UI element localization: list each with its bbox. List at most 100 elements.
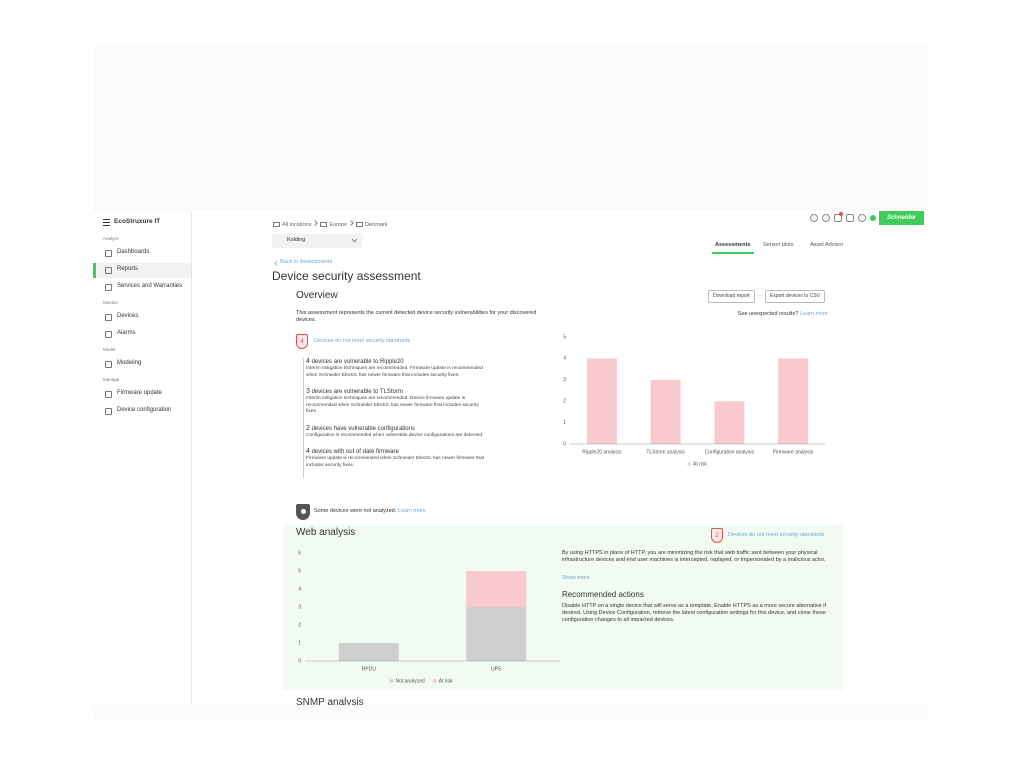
sidebar-icon bbox=[105, 250, 112, 257]
y-tick-label: 2 bbox=[563, 399, 566, 405]
sidebar-item[interactable]: Reports bbox=[117, 266, 139, 272]
export-button[interactable]: Export devices to CSV bbox=[765, 290, 826, 303]
finding-count: 4 bbox=[306, 448, 310, 455]
not-analyzed: Some devices were not analyzed. Learn mo… bbox=[314, 508, 426, 515]
tab[interactable]: Sensor plots bbox=[763, 242, 794, 248]
y-tick-label: 1 bbox=[563, 420, 566, 426]
brand: EcoStruxure IT bbox=[114, 218, 161, 225]
finding-count: 2 bbox=[306, 424, 310, 432]
icon[interactable] bbox=[846, 214, 854, 222]
actions-text: Disable HTTP on a single device that wil… bbox=[562, 603, 827, 623]
sidebar-item[interactable]: Modeling bbox=[117, 360, 142, 366]
finding-text: devices are vulnerable to Ripple20 bbox=[311, 359, 404, 365]
icon[interactable] bbox=[810, 214, 818, 222]
folder-icon bbox=[356, 221, 364, 228]
y-tick-label: 3 bbox=[563, 377, 566, 383]
icon[interactable] bbox=[858, 214, 866, 222]
finding-title: 4 devices are vulnerable to Ripple20 bbox=[306, 358, 486, 366]
legend-label: At risk bbox=[439, 678, 453, 684]
web-description: By using HTTPS in place of HTTP, you are… bbox=[562, 550, 826, 563]
sidebar-item[interactable]: Alarms bbox=[117, 330, 136, 336]
sidebar-section-title: Manage bbox=[103, 377, 120, 382]
show-more[interactable]: Show more bbox=[562, 575, 590, 581]
icon[interactable] bbox=[834, 214, 842, 222]
overview-description: This assessment represents the current d… bbox=[296, 310, 537, 323]
info-shield bbox=[296, 504, 310, 520]
x-tick-label: TLStorm analysis bbox=[646, 449, 685, 455]
x-tick-label: UPS bbox=[491, 666, 502, 672]
tab[interactable]: Assessments bbox=[715, 242, 751, 248]
menu-icon[interactable] bbox=[103, 219, 110, 226]
y-tick-label: 4 bbox=[563, 356, 566, 362]
bar bbox=[778, 358, 809, 444]
sidebar-item[interactable]: Devices bbox=[117, 313, 139, 319]
finding-count: 3 bbox=[306, 388, 310, 395]
badge-text[interactable]: Devices do not meet security standards bbox=[728, 532, 825, 538]
crumb[interactable]: All locations bbox=[282, 222, 312, 228]
crumb[interactable]: Europe bbox=[329, 222, 348, 228]
finding-text: devices have vulnerable configurations bbox=[311, 425, 415, 432]
badge-text[interactable]: Devices do not meet security standards bbox=[314, 338, 411, 344]
y-tick-label: 4 bbox=[298, 586, 301, 592]
sidebar-item[interactable]: Device configuration bbox=[117, 407, 172, 413]
not-analyzed-link[interactable]: Learn more bbox=[397, 508, 426, 514]
findings: 4 devices are vulnerable to Ripple20 Inte… bbox=[303, 358, 486, 478]
y-tick-label: 6 bbox=[298, 550, 301, 556]
unexpected-results: See unexpected results? Learn more bbox=[600, 311, 828, 318]
back-icon bbox=[274, 261, 278, 266]
tab[interactable]: Asset Advisor bbox=[810, 242, 844, 248]
learn-more[interactable]: Learn more bbox=[799, 311, 828, 317]
download-button[interactable]: Download report bbox=[708, 290, 755, 303]
bar-segment bbox=[338, 643, 399, 661]
web-analysis-heading: Web analysis bbox=[296, 527, 356, 538]
bar bbox=[714, 401, 745, 444]
finding-text: devices are vulnerable to TLStorm bbox=[311, 389, 403, 395]
sidebar-item[interactable]: Firmware update bbox=[117, 390, 163, 396]
status-dot bbox=[870, 215, 876, 221]
badge: 2 bbox=[711, 528, 723, 543]
next-section-heading: SNMP analysis bbox=[296, 697, 364, 705]
not-analyzed-text: Some devices were not analyzed. bbox=[314, 508, 397, 514]
sidebar-icon bbox=[105, 267, 112, 274]
sidebar-section-title: Monitor bbox=[103, 300, 119, 305]
x-tick-label: Configuration analysis bbox=[705, 449, 755, 455]
finding-description: Interim mitigation techniques are recomm… bbox=[306, 366, 483, 378]
overview-heading: Overview bbox=[296, 290, 338, 301]
y-tick-label: 2 bbox=[298, 622, 301, 628]
folder-icon bbox=[320, 221, 328, 228]
sidebar-item[interactable]: Dashboards bbox=[117, 249, 150, 255]
brand-button[interactable]: Schneider bbox=[879, 211, 924, 225]
y-tick-label: 5 bbox=[298, 568, 301, 574]
x-tick-label: Ripple20 analysis bbox=[582, 449, 622, 455]
icon[interactable] bbox=[822, 214, 830, 222]
legend-marker bbox=[432, 679, 437, 683]
finding-title: 3 devices are vulnerable to TLStorm bbox=[306, 388, 486, 396]
sidebar-icon bbox=[105, 314, 112, 321]
bar-segment bbox=[466, 607, 527, 661]
finding-count: 4 bbox=[306, 358, 310, 365]
sidebar bbox=[93, 212, 192, 705]
finding: 4 devices are vulnerable to Ripple20 Inte… bbox=[306, 358, 486, 379]
legend-marker bbox=[389, 679, 394, 683]
y-tick-label: 0 bbox=[298, 658, 301, 664]
finding-text: devices with out of date firmware bbox=[311, 449, 399, 455]
folder-icon bbox=[273, 221, 280, 228]
sidebar-item[interactable]: Services and Warranties bbox=[117, 283, 183, 289]
sidebar-icon bbox=[105, 284, 112, 291]
active-bg bbox=[93, 263, 191, 278]
actions-heading: Recommended actions bbox=[562, 590, 644, 599]
badge: 4 bbox=[296, 334, 308, 349]
finding-description: Interim mitigation techniques are recomm… bbox=[306, 396, 479, 414]
sidebar-section-title: Model bbox=[103, 347, 116, 352]
legend-marker bbox=[687, 462, 691, 466]
y-tick-label: 3 bbox=[298, 604, 301, 610]
finding: 3 devices are vulnerable to TLStorm Inter… bbox=[306, 388, 486, 416]
location-select[interactable]: Kolding bbox=[272, 234, 362, 248]
crumb[interactable]: Denmark bbox=[365, 222, 388, 228]
x-tick-label: Firmware analysis bbox=[773, 449, 814, 455]
back-link[interactable]: Back to Assessments bbox=[280, 259, 333, 265]
finding: 4 devices with out of date firmware Firmw… bbox=[306, 448, 486, 469]
dropdown-icon bbox=[352, 239, 357, 243]
